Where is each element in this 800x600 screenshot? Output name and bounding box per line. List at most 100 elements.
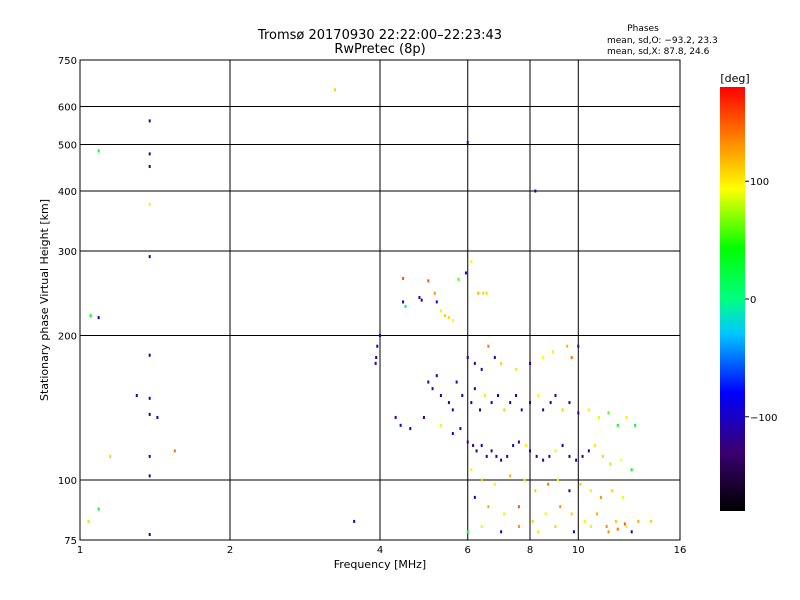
data-point: [520, 408, 523, 412]
data-point: [542, 355, 545, 359]
data-point: [353, 519, 356, 523]
data-point: [466, 355, 469, 359]
data-point: [490, 401, 493, 405]
data-point: [614, 519, 617, 523]
data-point: [433, 291, 436, 295]
data-point: [552, 350, 555, 354]
data-point: [503, 512, 506, 516]
data-point: [418, 296, 421, 300]
data-point: [443, 314, 446, 318]
data-point: [531, 519, 534, 523]
data-point: [148, 454, 151, 458]
data-point: [500, 530, 503, 534]
data-point: [480, 444, 483, 448]
data-point: [399, 423, 402, 427]
data-point: [524, 444, 527, 448]
data-point: [480, 478, 483, 482]
data-point: [625, 415, 628, 419]
x-tick-label: 8: [527, 545, 533, 556]
data-point: [487, 344, 490, 348]
y-tick-label: 500: [58, 141, 77, 152]
data-point: [148, 119, 151, 123]
x-axis-label: Frequency [MHz]: [334, 558, 426, 571]
data-point: [148, 164, 151, 168]
data-point: [616, 423, 619, 427]
data-point: [490, 449, 493, 453]
data-point: [523, 478, 526, 482]
data-point: [512, 444, 515, 448]
data-point: [503, 408, 506, 412]
data-point: [630, 468, 633, 472]
data-point: [570, 355, 573, 359]
data-point: [470, 401, 473, 405]
data-point: [572, 530, 575, 534]
x-tick-label: 10: [572, 545, 585, 556]
data-point: [484, 394, 487, 398]
data-point: [493, 482, 496, 486]
data-point: [597, 415, 600, 419]
data-point: [473, 361, 476, 365]
data-point: [549, 401, 552, 405]
data-point: [534, 189, 537, 193]
x-tick-label: 6: [465, 545, 471, 556]
data-point: [601, 454, 604, 458]
data-point: [561, 408, 564, 412]
data-point: [625, 525, 628, 529]
data-point: [495, 454, 498, 458]
data-point: [439, 309, 442, 313]
data-point: [609, 462, 612, 466]
data-point: [579, 482, 582, 486]
data-point: [470, 468, 473, 472]
colorbar-ticks: 100 0 −100: [745, 177, 777, 424]
y-axis-ticks: 75 100 200 300 400 500 600 750: [58, 56, 77, 547]
data-point: [554, 394, 557, 398]
data-point: [404, 304, 407, 308]
data-point: [97, 149, 100, 153]
data-point: [611, 489, 614, 493]
data-point: [148, 412, 151, 416]
data-point: [534, 489, 537, 493]
data-point: [515, 394, 518, 398]
data-point: [457, 277, 460, 281]
data-point: [427, 380, 430, 384]
data-point: [402, 300, 405, 304]
colorbar-tick-label: 0: [750, 295, 756, 306]
data-point: [156, 415, 159, 419]
data-point: [607, 411, 610, 415]
data-point: [548, 454, 551, 458]
data-point: [447, 316, 450, 320]
x-tick-label: 16: [674, 545, 687, 556]
data-point: [568, 454, 571, 458]
data-point: [634, 423, 637, 427]
data-point: [148, 152, 151, 156]
data-point: [479, 408, 482, 412]
data-point: [547, 482, 550, 486]
data-point: [427, 279, 430, 283]
y-tick-label: 200: [58, 332, 77, 343]
y-tick-label: 750: [58, 56, 77, 67]
data-point: [374, 361, 377, 365]
data-point: [529, 401, 531, 405]
data-point: [506, 454, 509, 458]
data-point: [409, 427, 412, 431]
data-point: [605, 525, 608, 529]
data-point: [148, 202, 151, 206]
data-point: [466, 440, 469, 444]
data-point: [620, 458, 623, 462]
colorbar: [720, 87, 745, 511]
data-point: [554, 449, 557, 453]
data-point: [595, 512, 598, 516]
data-point: [447, 401, 450, 405]
data-point: [529, 361, 531, 365]
data-point: [480, 525, 483, 529]
data-point: [148, 474, 151, 478]
data-point: [599, 495, 602, 499]
data-point: [376, 344, 379, 348]
data-point: [420, 298, 423, 302]
data-point: [542, 408, 545, 412]
y-tick-label: 400: [58, 187, 77, 198]
colorbar-tick-label: −100: [750, 413, 777, 424]
data-point: [379, 334, 381, 338]
data-point: [473, 495, 476, 499]
data-point: [496, 394, 499, 398]
